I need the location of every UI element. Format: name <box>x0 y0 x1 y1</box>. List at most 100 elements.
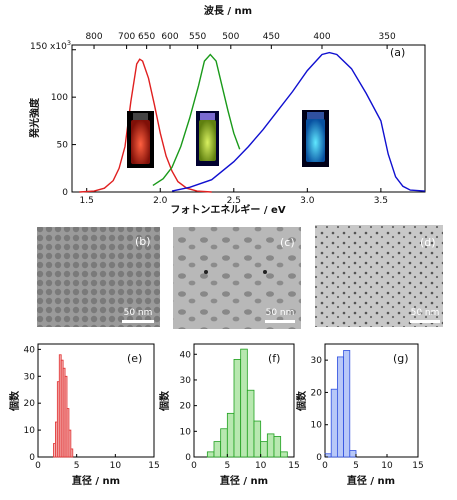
histogram-bar <box>349 450 357 458</box>
hist-x-tick-label: 10 <box>381 461 393 471</box>
panel-label-a: (a) <box>390 46 405 59</box>
spectrum-line-blue <box>171 51 426 192</box>
y-axis-a: 0 50 100 <box>51 49 76 198</box>
top-tick-label-a: 450 <box>263 32 280 42</box>
x-tick-label-a: 1.5 <box>80 196 94 206</box>
histogram-bar <box>253 420 262 458</box>
scale-bar-label-d: 50 nm <box>411 308 440 318</box>
vial-yellow-photo <box>196 111 219 166</box>
hist-y-tick-label: 30 <box>24 372 36 382</box>
hist-x-tick-label: 10 <box>110 461 122 471</box>
x-axis-a: 1.5 2.0 2.5 3.0 3.5 <box>80 188 388 206</box>
histogram-bar <box>233 359 242 458</box>
panel-label-d: (d) <box>420 236 436 249</box>
panel-a: 1.5 2.0 2.5 3.0 3.5 0 50 100 800 700 650 600 550 50… <box>28 4 426 216</box>
y-tick-label-a: 100 <box>51 93 68 103</box>
hist-y-label-e: 個数 <box>8 390 21 412</box>
x-tick-label-a: 2.0 <box>153 196 168 206</box>
hist-y-tick-label: 20 <box>180 402 192 412</box>
top-tick-label-a: 800 <box>85 32 102 42</box>
tem-image-b: (b) 50 nm <box>37 227 160 327</box>
histogram-e: 0 5 10 15 0 10 20 30 40 (e) 直径 / nm 個数 <box>8 343 160 487</box>
vial-blue-photo <box>302 110 329 167</box>
histogram-bar <box>280 451 288 458</box>
histogram-bar <box>220 428 228 458</box>
top-tick-label-a: 400 <box>313 32 330 42</box>
histogram-bar <box>206 451 215 458</box>
hist-x-tick-label: 5 <box>353 461 359 471</box>
histogram-bars-g: 0 5 10 15 0 10 20 30 <box>311 350 424 471</box>
histogram-bars-e: 0 5 10 15 0 10 20 30 40 <box>24 345 160 471</box>
top-axis-a: 800 700 650 600 550 500 450 400 350 <box>85 32 396 49</box>
spectra-a <box>79 51 426 193</box>
histogram-bar <box>273 436 282 458</box>
y-tick-label-a: 0 <box>62 188 68 198</box>
scale-bar-label-c: 50 nm <box>266 308 295 318</box>
hist-y-tick-label: 0 <box>29 453 35 463</box>
hist-y-tick-label: 40 <box>180 350 192 360</box>
top-tick-label-a: 550 <box>189 32 206 42</box>
histogram-f: 0 5 10 15 0 10 20 30 40 (f) 直径 / nm 個数 <box>158 343 300 487</box>
histogram-bar <box>70 448 74 458</box>
hist-x-label-f: 直径 / nm <box>220 474 268 487</box>
hist-y-tick-label: 0 <box>185 453 191 463</box>
top-tick-label-a: 700 <box>118 32 135 42</box>
histogram-bar <box>260 441 268 458</box>
top-tick-label-a: 500 <box>222 32 239 42</box>
histogram-bar <box>266 433 275 458</box>
histogram-bar <box>246 389 255 458</box>
scale-bar-d <box>410 320 440 323</box>
hist-x-tick-label: 5 <box>74 461 80 471</box>
hist-y-tick-label: 40 <box>24 345 36 355</box>
plot-frame-e <box>37 343 155 458</box>
top-tick-label-a: 650 <box>138 32 155 42</box>
hist-y-tick-label: 20 <box>311 388 323 398</box>
hist-y-tick-label: 20 <box>24 399 36 409</box>
panel-label-g: (g) <box>393 352 409 365</box>
histogram-bar <box>226 412 235 458</box>
x-tick-label-a: 3.0 <box>300 196 315 206</box>
histogram-bar <box>330 388 338 458</box>
top-axis-label: 波長 / nm <box>204 4 252 17</box>
hist-x-tick-label: 0 <box>191 461 197 471</box>
hist-y-tick-label: 30 <box>180 376 192 386</box>
histogram-g: 0 5 10 15 0 10 20 30 (g) 直径 / nm 個数 <box>295 343 424 487</box>
tem-image-d: (d) 50 nm <box>315 225 443 327</box>
hist-y-label-g: 個数 <box>295 390 308 412</box>
histogram-bar <box>68 429 72 458</box>
histogram-bar <box>213 441 222 458</box>
y-axis-label: 発光強度 <box>28 97 41 139</box>
histogram-bar <box>336 356 344 458</box>
hist-x-tick-label: 0 <box>35 461 41 471</box>
panel-label-f: (f) <box>268 352 280 365</box>
hist-x-tick-label: 15 <box>288 461 299 471</box>
tem-image-c: (c) 50 nm <box>173 227 301 329</box>
hist-x-label-e: 直径 / nm <box>72 474 120 487</box>
hist-x-tick-label: 15 <box>412 461 423 471</box>
panel-label-c: (c) <box>280 236 295 249</box>
y-tick-label-a: 50 <box>57 141 69 151</box>
x-tick-label-a: 2.5 <box>227 196 241 206</box>
scale-bar-c <box>265 320 295 323</box>
spectrum-line-red <box>79 58 212 193</box>
hist-x-tick-label: 5 <box>224 461 230 471</box>
panel-label-e: (e) <box>127 352 142 365</box>
hist-y-tick-label: 30 <box>311 356 323 366</box>
hist-y-tick-label: 10 <box>311 421 323 431</box>
hist-y-tick-label: 10 <box>24 426 36 436</box>
top-tick-label-a: 350 <box>379 32 396 42</box>
spectrum-line-green <box>152 53 241 186</box>
y-unit-label: 150 x103 <box>30 39 71 52</box>
histogram-bar <box>343 350 351 458</box>
hist-x-tick-label: 0 <box>322 461 328 471</box>
histogram-bars-f: 0 5 10 15 0 10 20 30 40 <box>180 348 300 471</box>
top-tick-label-a: 600 <box>161 32 178 42</box>
hist-x-tick-label: 10 <box>255 461 267 471</box>
plot-frame-g <box>324 343 419 458</box>
x-axis-label: フォトンエネルギー / eV <box>170 203 285 216</box>
hist-y-tick-label: 0 <box>316 453 322 463</box>
histogram-bar <box>240 348 248 458</box>
x-tick-label-a: 3.5 <box>374 196 388 206</box>
hist-y-tick-label: 10 <box>180 427 192 437</box>
